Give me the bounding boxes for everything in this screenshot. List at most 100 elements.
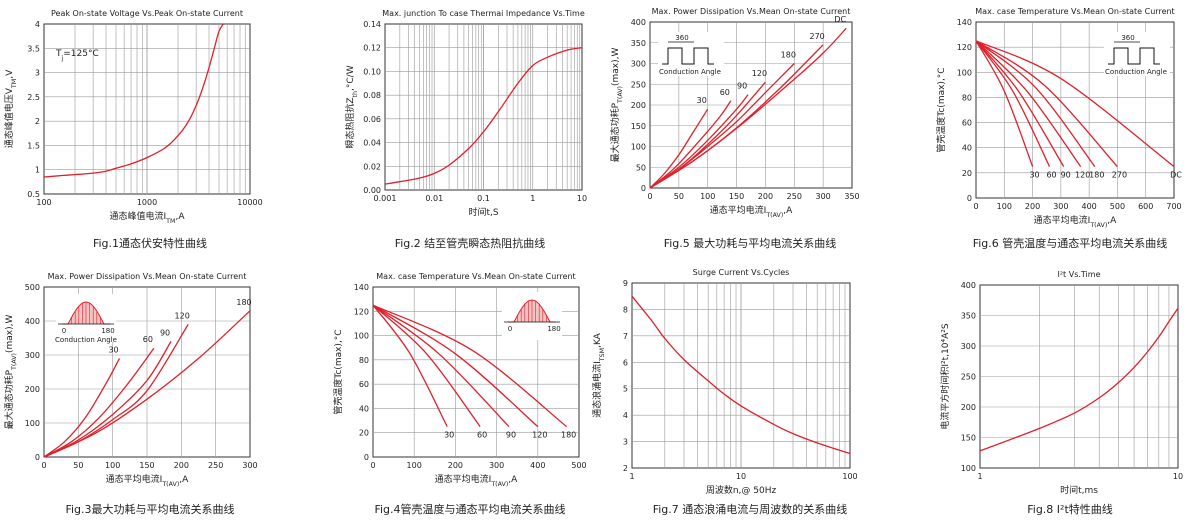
curve-label: 60 <box>477 431 487 440</box>
series-line-30 <box>649 108 709 189</box>
series-line-main <box>43 23 224 178</box>
y-tick-label: 80 <box>359 356 369 365</box>
x-tick-label: 300 <box>489 461 504 470</box>
x-tick-label: 50 <box>674 192 684 201</box>
y-tick-label: 150 <box>961 434 976 443</box>
y-tick-label: 100 <box>961 464 976 473</box>
y-tick-label: 3 <box>35 69 40 78</box>
curve-label: DC <box>1170 171 1182 180</box>
y-axis-label: 管壳温度Tc(max),°C <box>935 67 947 152</box>
y-tick-label: 100 <box>957 68 972 77</box>
y-tick-label: 5 <box>623 385 628 394</box>
y-tick-label: 40 <box>962 144 972 153</box>
x-tick-label: 0 <box>41 461 46 470</box>
chart-panel-8: 1 10 100 150 200 250 300 350 400 I²t Vs.Time 时间t,m… <box>939 270 1183 496</box>
y-tick-label: 2.5 <box>27 93 40 102</box>
inset-caption: Conduction Angle <box>1105 68 1167 76</box>
x-tick-label: 200 <box>758 192 773 201</box>
y-tick-label: 350 <box>631 39 646 48</box>
y-tick-label: 1 <box>35 166 40 175</box>
series-line-180 <box>975 40 1096 167</box>
x-tick-label: 10 <box>577 194 587 203</box>
x-tick-label: 10000 <box>237 198 262 207</box>
y-tick-label: 0.10 <box>363 67 381 76</box>
curve-label: 120 <box>752 69 767 78</box>
grid <box>632 283 850 468</box>
inset-label-left: 0 <box>508 325 512 333</box>
x-axis-label: 通态平均电流IT(AV),A <box>435 473 519 488</box>
y-tick-label: 0.5 <box>27 190 40 199</box>
series-line-30 <box>372 304 448 427</box>
x-tick-label: 1 <box>977 472 982 481</box>
y-tick-label: 20 <box>962 169 972 178</box>
x-tick-label: 400 <box>530 461 545 470</box>
chart-title: Max. Power Dissipation Vs.Mean On-state … <box>652 7 851 16</box>
y-tick-label: 1.5 <box>27 141 40 150</box>
y-axis-label: 最大通态功耗PT(AV)(max),W <box>609 47 624 162</box>
chart-title: Peak On-state Voltage Vs.Peak On-state C… <box>51 9 243 18</box>
y-tick-label: 400 <box>631 18 646 27</box>
x-axis-label: 通态平均电流IT(AV),A <box>710 204 794 219</box>
y-tick-label: 20 <box>359 429 369 438</box>
curve-label: 120 <box>175 311 190 320</box>
x-tick-label: 0 <box>370 461 375 470</box>
x-tick-label: 0 <box>647 192 652 201</box>
conduction-angle-inset: 360 Conduction Angle <box>658 32 724 76</box>
series-group <box>649 27 847 189</box>
series-group <box>43 23 224 178</box>
grid <box>385 24 582 190</box>
series-line-60 <box>649 100 732 189</box>
x-tick-label: 500 <box>571 461 586 470</box>
x-tick-label: 0.01 <box>425 194 443 203</box>
y-tick-label: 6 <box>623 358 628 367</box>
x-tick-label: 200 <box>1025 202 1040 211</box>
chart-title: Surge Current Vs.Cycles <box>693 268 790 277</box>
inset-label-right: 180 <box>547 325 560 333</box>
square-wave-icon <box>662 47 714 65</box>
y-tick-label: 0 <box>35 453 40 462</box>
y-tick-label: 0 <box>641 184 646 193</box>
x-tick-label: 1 <box>629 472 634 481</box>
curve-label: 90 <box>737 82 747 91</box>
x-tick-label: 100 <box>36 198 51 207</box>
grid <box>980 285 1178 468</box>
y-axis-label: 管壳温度Tc(max),°C <box>332 329 344 414</box>
x-tick-label: 0 <box>973 202 978 211</box>
x-tick-label: 400 <box>1082 202 1097 211</box>
y-tick-label: 60 <box>962 119 972 128</box>
tj-annotation: Tj=125°C <box>55 49 99 62</box>
x-tick-label: 600 <box>1138 202 1153 211</box>
y-tick-label: 250 <box>961 373 976 382</box>
curve-label: 30 <box>1029 171 1039 180</box>
y-tick-label: 120 <box>957 43 972 52</box>
fig3-caption: Fig.3最大功耗与平均电流关系曲线 <box>65 503 235 516</box>
x-tick-label: 50 <box>73 461 83 470</box>
inset-period-label: 360 <box>675 34 688 42</box>
x-axis-label: 通态平均电流IT(AV),A <box>106 473 190 488</box>
y-tick-label: 200 <box>631 101 646 110</box>
y-tick-label: 4 <box>35 20 40 29</box>
y-tick-label: 250 <box>631 80 646 89</box>
curve-label: 60 <box>1046 171 1056 180</box>
y-tick-label: 2 <box>35 117 40 126</box>
x-tick-label: 200 <box>174 461 189 470</box>
chart-panel-1: 100 1000 10000 0.5 1 1.5 2 2.5 3 3.5 4 Peak On-stat… <box>3 9 263 225</box>
y-tick-label: 0.08 <box>363 91 381 100</box>
grid <box>44 24 250 194</box>
curve-label: 90 <box>1061 171 1071 180</box>
curve-label: DC <box>834 15 846 24</box>
series-line-90 <box>975 40 1065 167</box>
y-tick-label: 150 <box>631 122 646 131</box>
square-wave-icon <box>1108 47 1160 65</box>
x-tick-label: 10 <box>1173 472 1183 481</box>
x-tick-label: 1 <box>530 194 535 203</box>
series-group <box>979 307 1179 452</box>
y-axis-label: 电流平方时间积I²t,10⁴A²S <box>939 323 951 429</box>
series-line-30 <box>43 358 121 458</box>
fig7-caption: Fig.7 通态浪涌电流与周波数的关系曲线 <box>652 503 848 516</box>
y-tick-label: 80 <box>962 93 972 102</box>
series-line-90 <box>649 94 749 189</box>
y-tick-label: 350 <box>961 312 976 321</box>
y-tick-label: 100 <box>631 143 646 152</box>
